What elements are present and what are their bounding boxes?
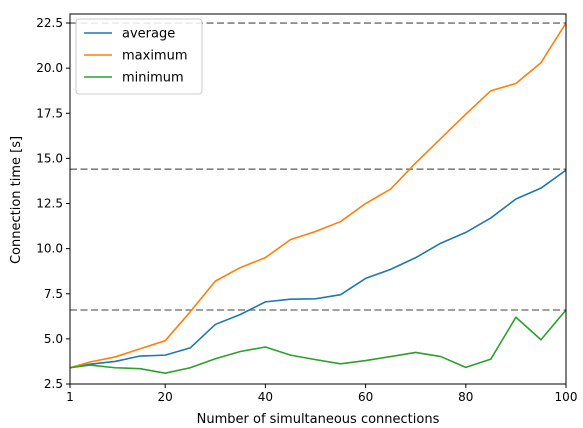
legend-label-average: average [122, 27, 175, 42]
axes-frame [69, 13, 567, 385]
x-axis-label: Number of simultaneous connections [197, 412, 440, 427]
y-tick-label: 15.0 [36, 151, 63, 165]
legend-label-minimum: minimum [122, 71, 184, 86]
y-axis-label: Connection time [s] [9, 136, 24, 264]
y-tick-label: 2.5 [44, 377, 63, 391]
y-tick-label: 20.0 [36, 61, 63, 75]
y-tick-label: 7.5 [44, 287, 63, 301]
series-line-average [70, 169, 566, 369]
x-tick-label: 1 [66, 390, 74, 404]
x-tick-label: 100 [555, 390, 578, 404]
y-tick-label: 10.0 [36, 242, 63, 256]
y-tick-label: 22.5 [36, 16, 63, 30]
x-tick-label: 80 [458, 390, 473, 404]
series-line-maximum [70, 22, 566, 369]
legend-label-maximum: maximum [122, 49, 188, 64]
series-line-minimum [70, 309, 566, 374]
y-tick-label: 17.5 [36, 106, 63, 120]
legend-box [75, 18, 203, 95]
x-tick-label: 60 [358, 390, 373, 404]
x-tick-label: 40 [258, 390, 273, 404]
y-tick-label: 12.5 [36, 197, 63, 211]
y-tick-label: 5.0 [44, 332, 63, 346]
x-tick-label: 20 [158, 390, 173, 404]
plot-area: 1 20 40 60 80 100 2.5 5.0 7.5 10.0 12.5 15.0 17.5 20.… [36, 13, 578, 404]
